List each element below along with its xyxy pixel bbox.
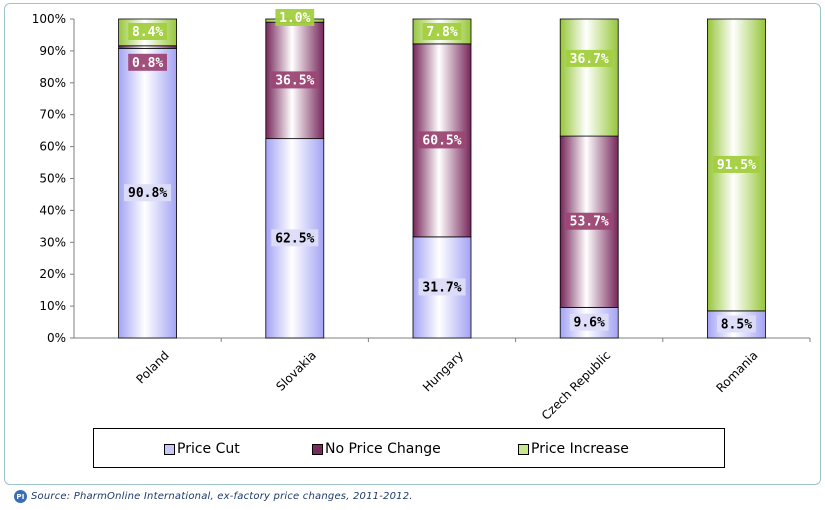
data-label-price-cut: 8.5% [721, 317, 752, 332]
x-category-label: Romania [714, 348, 761, 395]
y-tick-label: 40% [39, 203, 66, 217]
x-category-label: Slovakia [273, 348, 319, 394]
y-tick-label: 0% [47, 331, 66, 345]
legend-label-no-price-change: No Price Change [325, 441, 441, 457]
data-label-no-price-change: 60.5% [422, 133, 461, 148]
legend-swatch-no-price-change [312, 443, 323, 455]
legend-label-price-cut: Price Cut [177, 441, 240, 457]
data-label-bg [128, 53, 167, 71]
data-label-bg [565, 49, 613, 67]
x-category-label: Hungary [420, 348, 466, 394]
legend-item-price-increase: Price Increase [518, 441, 629, 457]
data-label-bg [569, 313, 609, 331]
legend-swatch-price-cut [164, 443, 175, 455]
y-tick-label: 70% [39, 108, 66, 122]
data-label-price-cut: 9.6% [574, 316, 605, 331]
data-label-price-increase: 91.5% [717, 158, 756, 173]
data-label-bg [271, 71, 319, 89]
data-label-price-increase: 36.7% [570, 52, 609, 67]
data-label-bg [128, 23, 167, 40]
legend-label-price-increase: Price Increase [531, 441, 629, 457]
y-tick-label: 50% [39, 172, 66, 186]
data-label-bg [271, 229, 319, 247]
y-tick-label: 10% [39, 299, 66, 313]
source-note: PI Source: PharmOnline International, ex… [14, 490, 413, 503]
legend-swatch-price-increase [518, 443, 529, 455]
y-tick-label: 90% [39, 44, 66, 58]
pharmonline-logo-icon: PI [14, 490, 27, 503]
y-tick-label: 60% [39, 140, 66, 154]
data-label-bg [124, 184, 172, 202]
x-category-label: Czech Republic [539, 348, 614, 423]
data-label-price-increase: 7.8% [426, 25, 457, 40]
stacked-bar-chart: 0% 10% 20% 30% 40% 50% 60% 70% 80% 90% 100% Poland S… [32, 9, 811, 423]
data-label-bg [418, 278, 466, 296]
x-category-label: Poland [133, 348, 171, 386]
y-tick-label: 20% [39, 267, 66, 281]
data-label-bg [712, 155, 760, 173]
data-label-price-increase: 1.0% [279, 11, 310, 26]
data-label-no-price-change: 0.8% [132, 56, 163, 71]
legend-item-no-price-change: No Price Change [312, 441, 441, 457]
data-label-bg [275, 9, 315, 26]
y-tick-label: 100% [32, 12, 66, 26]
data-label-bg [422, 23, 462, 40]
data-label-price-increase: 8.4% [132, 25, 163, 40]
source-text: Source: PharmOnline International, ex-fa… [31, 491, 413, 502]
data-label-no-price-change: 36.5% [275, 73, 314, 88]
bar-price-increase [559, 18, 619, 137]
y-tick-label: 80% [39, 76, 66, 90]
legend: Price Cut No Price Change Price Increase [93, 428, 725, 468]
data-label-price-cut: 90.8% [128, 186, 167, 201]
data-label-no-price-change: 53.7% [570, 215, 609, 230]
data-label-price-cut: 31.7% [422, 280, 461, 295]
data-label-price-cut: 62.5% [275, 231, 314, 246]
data-label-bg [565, 212, 613, 230]
y-tick-label: 30% [39, 235, 66, 249]
data-label-bg [418, 131, 466, 149]
data-label-bg [717, 315, 756, 333]
legend-item-price-cut: Price Cut [164, 441, 240, 457]
